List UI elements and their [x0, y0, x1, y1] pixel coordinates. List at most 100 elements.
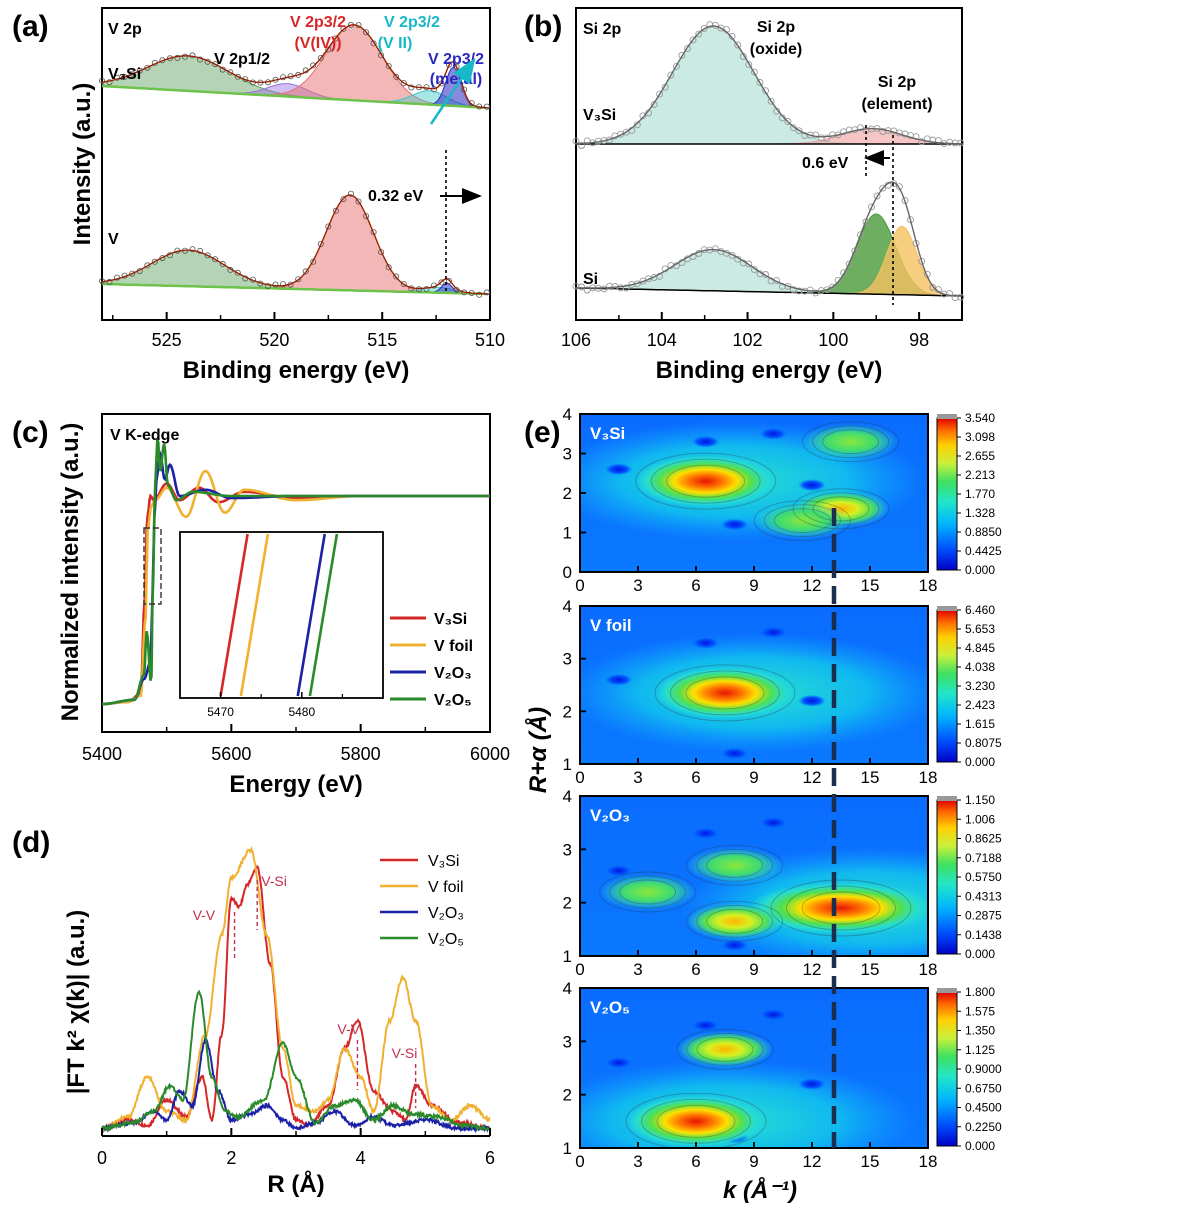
data-point — [280, 281, 287, 288]
x-tick-label: 0 — [575, 576, 584, 595]
data-point — [650, 101, 658, 108]
contour-line — [609, 875, 687, 909]
data-point — [234, 73, 241, 80]
map-minimum — [691, 636, 720, 649]
peak-label-v2: V 2p3/2 — [384, 14, 440, 31]
x-tick-label: 12 — [803, 576, 822, 595]
data-point — [834, 276, 842, 284]
annotation-label: V-Si — [261, 873, 287, 889]
data-point — [689, 36, 697, 44]
data-point — [784, 282, 792, 290]
data-point — [189, 52, 196, 59]
contour-line — [676, 1028, 774, 1070]
y-tick-label: 4 — [563, 979, 572, 998]
oxide-state: (oxide) — [750, 41, 802, 58]
contour-line — [686, 844, 784, 886]
data-point — [317, 55, 324, 62]
colorbar-label: 4.038 — [965, 660, 995, 674]
data-point — [144, 64, 151, 71]
colorbar-label: 5.653 — [965, 622, 995, 636]
map-minimum — [691, 1019, 720, 1032]
panel-d-plot-area — [101, 845, 491, 1134]
contour-line — [801, 891, 881, 925]
data-point — [121, 74, 128, 81]
colorbar-label: 0.8850 — [965, 525, 1002, 539]
data-point — [812, 289, 820, 297]
legend-label: V₃Si — [428, 853, 459, 870]
y-tick-label: 3 — [563, 445, 572, 464]
colorbar-label: 1.328 — [965, 506, 995, 520]
x-tick-label: 106 — [561, 330, 591, 350]
data-point — [806, 131, 814, 139]
colorbar-label: 2.423 — [965, 698, 995, 712]
data-point — [639, 112, 647, 120]
series-line-v3si — [575, 25, 962, 145]
series-line-si — [575, 181, 963, 297]
contour-line — [763, 504, 841, 538]
map-maximum — [677, 1031, 773, 1068]
colorbar-label: 1.350 — [965, 1024, 995, 1038]
y-tick-label: 3 — [563, 650, 572, 669]
panel-a-shift-label: 0.32 eV — [368, 188, 423, 205]
colorbar-label: 4.845 — [965, 641, 995, 655]
map-minimum — [759, 626, 788, 639]
colorbar-cap — [937, 414, 957, 419]
data-point — [378, 52, 385, 59]
peak-label-v2p12: V 2p1/2 — [214, 51, 270, 68]
x-tick-label: 520 — [259, 330, 289, 350]
xanes-line-v2o5 — [102, 439, 490, 706]
data-point — [363, 213, 370, 220]
y-tick-label: 4 — [563, 405, 572, 424]
panel-a-title: V 2p — [108, 21, 142, 38]
data-point — [476, 291, 483, 298]
data-point — [438, 80, 445, 87]
colorbar-label: 0.2250 — [965, 1120, 1002, 1134]
map-minimum — [604, 1056, 633, 1069]
colorbar-label: 0.6750 — [965, 1081, 1002, 1095]
inset-x-tick-label: 5470 — [207, 705, 234, 719]
peak-label-v4-state: (V(IV)) — [294, 35, 341, 52]
data-point — [829, 283, 836, 291]
colorbar-label: 0.1438 — [965, 928, 1002, 942]
panel-b-frame — [575, 7, 963, 321]
data-point — [728, 32, 736, 40]
panel-a-label: (a) — [12, 10, 49, 43]
data-point — [302, 268, 309, 275]
contour-line — [696, 848, 774, 882]
data-point — [578, 283, 586, 291]
data-point — [174, 54, 181, 61]
x-tick-label: 6 — [691, 960, 700, 979]
legend-label: V₂O₅ — [434, 692, 472, 709]
data-point — [895, 183, 903, 191]
map-minimum — [691, 435, 720, 448]
map-minimum — [720, 939, 749, 952]
panel-d-x-label: R (Å) — [267, 1170, 324, 1198]
data-point — [445, 277, 452, 284]
data-point — [393, 273, 400, 280]
data-point — [711, 21, 719, 29]
data-point — [295, 276, 302, 283]
data-point — [129, 270, 136, 277]
data-point — [795, 127, 803, 135]
data-point — [856, 124, 864, 132]
data-point — [946, 289, 954, 297]
x-tick-label: 12 — [803, 960, 822, 979]
data-point — [415, 286, 422, 293]
data-point — [856, 231, 864, 239]
map-maximum — [686, 903, 783, 940]
map-title: V foil — [590, 616, 632, 635]
x-tick-label: 104 — [647, 330, 677, 350]
data-point — [393, 73, 400, 80]
colorbar-label: 1.006 — [965, 812, 995, 826]
panel-e-label: (e) — [524, 416, 561, 449]
data-point — [423, 285, 430, 292]
data-point — [667, 71, 675, 79]
data-point — [756, 79, 764, 86]
data-point — [347, 190, 354, 197]
data-point — [234, 269, 241, 276]
data-point — [762, 271, 770, 278]
data-point — [745, 260, 753, 268]
data-point — [684, 45, 691, 53]
